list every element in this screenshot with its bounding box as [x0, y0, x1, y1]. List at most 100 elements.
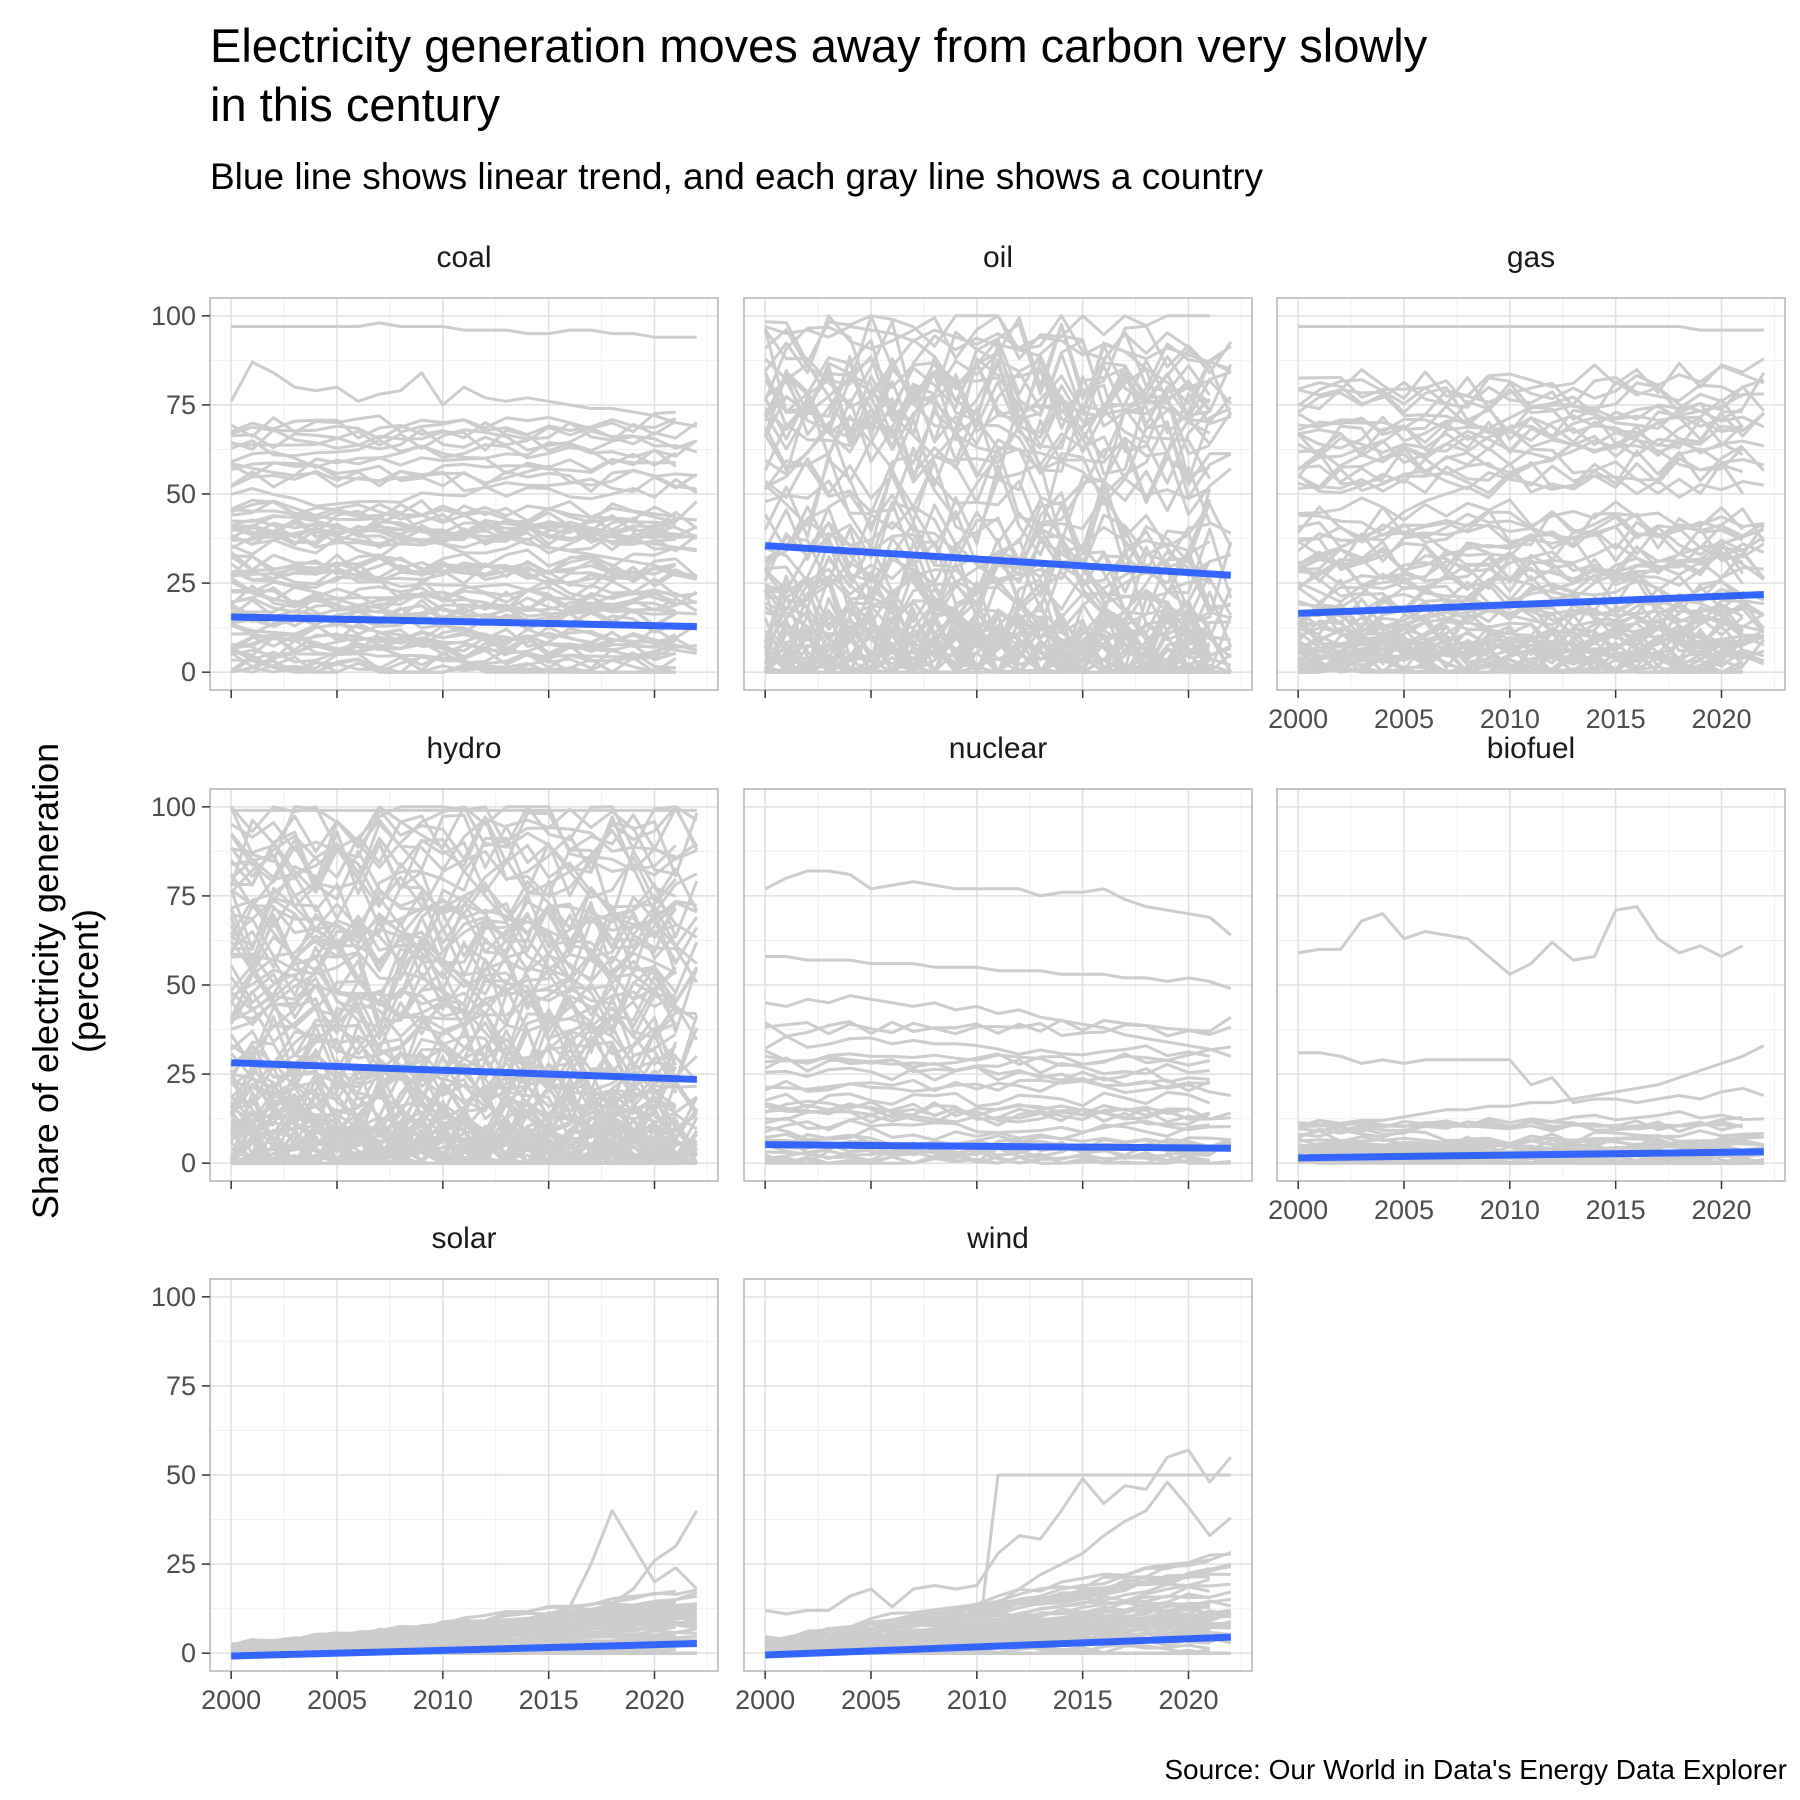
country-line — [1297, 550, 1744, 598]
country-line — [230, 655, 677, 674]
country-line — [231, 631, 677, 658]
country-line — [230, 841, 698, 965]
country-line — [231, 952, 699, 1034]
trend-line-biofuel — [1298, 1148, 1764, 1162]
country-line — [231, 585, 698, 612]
x-tick-label: 2010 — [413, 1685, 473, 1715]
country-line — [230, 528, 698, 578]
country-line — [231, 428, 698, 454]
facet-label-solar: solar — [431, 1222, 496, 1255]
country-line — [230, 499, 698, 553]
country-line — [764, 314, 1211, 393]
country-lines-solar — [230, 1509, 699, 1655]
country-line — [230, 469, 698, 494]
country-line — [1297, 528, 1765, 656]
country-line — [1297, 441, 1744, 486]
x-tick-label: 2005 — [1374, 704, 1434, 734]
country-line — [229, 360, 698, 428]
x-tick-label: 2010 — [1480, 1195, 1540, 1225]
country-line — [1298, 325, 1764, 332]
country-line — [1297, 424, 1743, 460]
y-tick-label: 25 — [166, 1549, 196, 1579]
country-line — [229, 910, 677, 980]
facet-label-gas: gas — [1507, 241, 1555, 274]
x-tick-label: 2015 — [1586, 1195, 1646, 1225]
country-line — [763, 418, 1232, 500]
y-tick-label: 25 — [166, 1059, 196, 1089]
panel-border-gas — [1276, 297, 1786, 691]
country-line — [229, 1035, 678, 1114]
trend-line-oil — [764, 542, 1232, 579]
country-line — [229, 1085, 699, 1156]
country-lines-gas — [1296, 325, 1766, 674]
country-line — [764, 1034, 1211, 1058]
facet-panel-biofuel: biofuel 2000 2005 2010 2015 2020 — [1268, 732, 1786, 1225]
country-line — [231, 1620, 697, 1650]
country-line — [1298, 446, 1765, 495]
country-line — [1297, 376, 1744, 410]
country-line — [230, 622, 677, 647]
trend-line-coal — [231, 613, 697, 631]
panel-border-oil — [743, 297, 1253, 691]
x-tick-label: 2005 — [307, 1685, 367, 1715]
country-line — [1297, 566, 1764, 604]
country-line — [764, 597, 1231, 674]
y-tick-label: 25 — [166, 568, 196, 598]
country-line — [764, 634, 1210, 674]
country-line — [764, 1049, 1211, 1068]
trend-line-nuclear — [765, 1141, 1231, 1152]
country-line — [230, 1015, 678, 1080]
y-tick-label: 75 — [166, 390, 196, 420]
country-line — [231, 590, 677, 614]
country-line — [231, 562, 698, 587]
country-line — [1297, 378, 1765, 489]
country-line — [764, 1054, 1232, 1097]
country-line — [230, 938, 677, 1005]
country-line — [230, 912, 698, 1022]
country-line — [1297, 1118, 1744, 1131]
country-line — [764, 1612, 1231, 1655]
facet-label-hydro: hydro — [426, 732, 501, 765]
country-line — [1297, 905, 1744, 976]
country-line — [765, 1146, 1210, 1164]
x-tick-label: 2000 — [735, 1685, 795, 1715]
country-line — [230, 458, 676, 483]
facet-panel-gas: gas 2000 2005 2010 2015 2020 — [1268, 241, 1786, 734]
country-line — [230, 1040, 677, 1108]
country-line — [230, 1096, 699, 1165]
country-line — [764, 1448, 1232, 1616]
country-line — [230, 661, 676, 674]
country-line — [764, 869, 1232, 937]
country-line — [230, 907, 677, 981]
country-line — [764, 1090, 1211, 1110]
country-line — [765, 1621, 1231, 1655]
country-line — [764, 527, 1233, 613]
chart-subtitle: Blue line shows linear trend, and each g… — [210, 156, 1264, 197]
country-line — [764, 358, 1232, 446]
country-line — [1297, 462, 1765, 499]
y-tick-label: 50 — [166, 970, 196, 1000]
country-line — [764, 1480, 1232, 1652]
y-tick-label: 100 — [151, 792, 196, 822]
country-line — [1297, 1129, 1744, 1157]
country-line — [230, 1120, 677, 1165]
y-tick-label: 0 — [181, 1148, 196, 1178]
country-line — [765, 955, 1232, 991]
y-axis-label-line-2: (percent) — [65, 909, 106, 1053]
country-lines-nuclear — [764, 869, 1232, 1165]
x-tick-label: 2020 — [1691, 704, 1751, 734]
country-line — [230, 1083, 699, 1152]
facet-panels: coal 0 25 50 75 100 oil gas 2000 2005 2010 2015 2020… — [151, 241, 1786, 1715]
facet-panel-oil: oil — [743, 241, 1253, 698]
country-line — [230, 510, 698, 537]
country-line — [1297, 509, 1765, 549]
x-tick-label: 2010 — [1480, 704, 1540, 734]
country-line — [765, 610, 1212, 674]
y-tick-label: 100 — [151, 1282, 196, 1312]
country-line — [1297, 405, 1765, 440]
country-line — [764, 601, 1232, 674]
country-line — [231, 1632, 676, 1653]
country-line — [230, 888, 677, 963]
country-line — [763, 372, 1211, 460]
